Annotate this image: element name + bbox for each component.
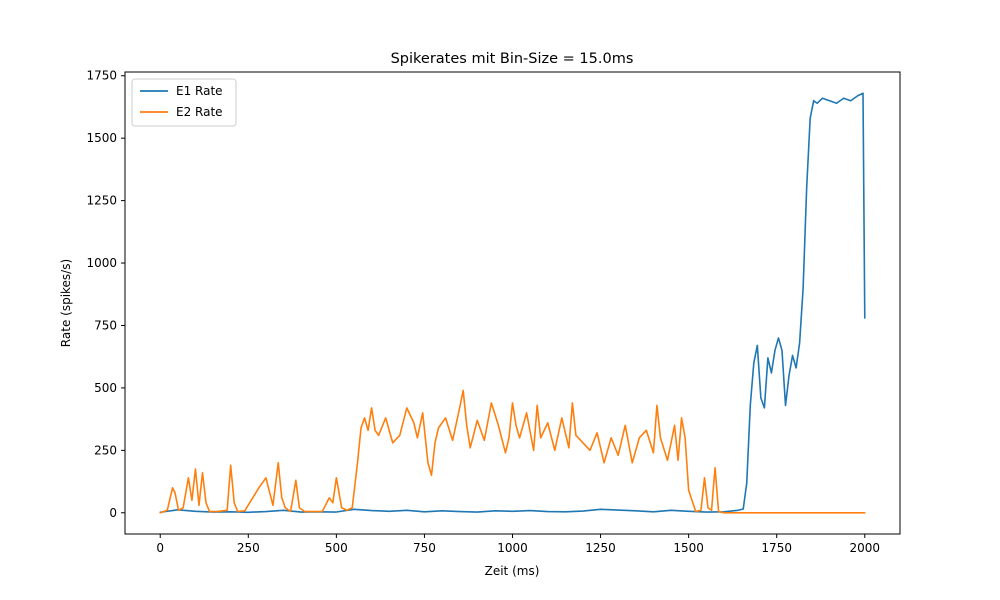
- y-tick-label: 500: [94, 381, 117, 395]
- x-axis-label: Zeit (ms): [485, 564, 540, 578]
- y-tick-label: 1500: [86, 131, 117, 145]
- series-layer: [159, 92, 866, 514]
- y-tick-label: 1000: [86, 256, 117, 270]
- x-tick-label: 250: [237, 541, 260, 555]
- x-tick-label: 1250: [585, 541, 616, 555]
- series-line-e1: [159, 92, 866, 514]
- chart-title: Spikerates mit Bin-Size = 15.0ms: [391, 51, 634, 67]
- legend: E1 Rate E2 Rate: [131, 78, 237, 127]
- series-line-e2: [159, 389, 866, 514]
- x-tick-label: 0: [156, 541, 164, 555]
- y-tick-label: 1250: [86, 194, 117, 208]
- legend-label-e2: E2 Rate: [176, 105, 223, 119]
- x-tick-label: 1750: [761, 541, 792, 555]
- y-tick-label: 0: [109, 506, 117, 520]
- y-tick-label: 1750: [86, 69, 117, 83]
- x-tick-label: 1000: [497, 541, 528, 555]
- y-tick-label: 750: [94, 318, 117, 332]
- x-tick-label: 2000: [849, 541, 880, 555]
- legend-label-e1: E1 Rate: [176, 84, 223, 98]
- y-tick-label: 250: [94, 443, 117, 457]
- x-axis: 0 250 500 750 1000 1250 1500 1750 2000: [156, 534, 880, 555]
- x-tick-label: 500: [325, 541, 348, 555]
- y-axis-label: Rate (spikes/s): [59, 259, 73, 347]
- y-axis: 0 250 500 750 1000 1250 1500 1750: [86, 69, 125, 520]
- x-tick-label: 750: [413, 541, 436, 555]
- x-tick-label: 1500: [673, 541, 704, 555]
